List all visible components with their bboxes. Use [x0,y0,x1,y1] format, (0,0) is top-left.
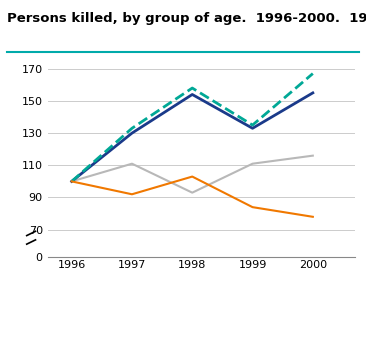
65-
years [250,205,255,209]
25-64
years [70,179,74,183]
65-
years [190,175,194,179]
Under 15
years [190,191,194,195]
25-64
years [130,126,134,130]
15-24
years [130,131,134,135]
Under 15
years [311,154,315,158]
Line: 25-64
years: 25-64 years [72,74,313,181]
Under 15
years [130,162,134,166]
15-24
years [70,179,74,183]
15-24
years [311,91,315,95]
25-64
years [311,71,315,76]
Line: Under 15
years: Under 15 years [72,156,313,193]
65-
years [70,179,74,183]
Legend: Under 15
years, 15-24
years, 25-64
years, 65-
years: Under 15 years, 15-24 years, 25-64 years… [50,353,352,357]
15-24
years [190,92,194,97]
Line: 65-
years: 65- years [72,177,313,217]
Under 15
years [250,162,255,166]
Line: 15-24
years: 15-24 years [72,93,313,181]
65-
years [311,215,315,219]
25-64
years [190,86,194,90]
Text: Persons killed, by group of age.  1996-2000.  1996=100: Persons killed, by group of age. 1996-20… [7,12,366,25]
Under 15
years [70,179,74,183]
65-
years [130,192,134,196]
25-64
years [250,123,255,127]
15-24
years [250,126,255,130]
